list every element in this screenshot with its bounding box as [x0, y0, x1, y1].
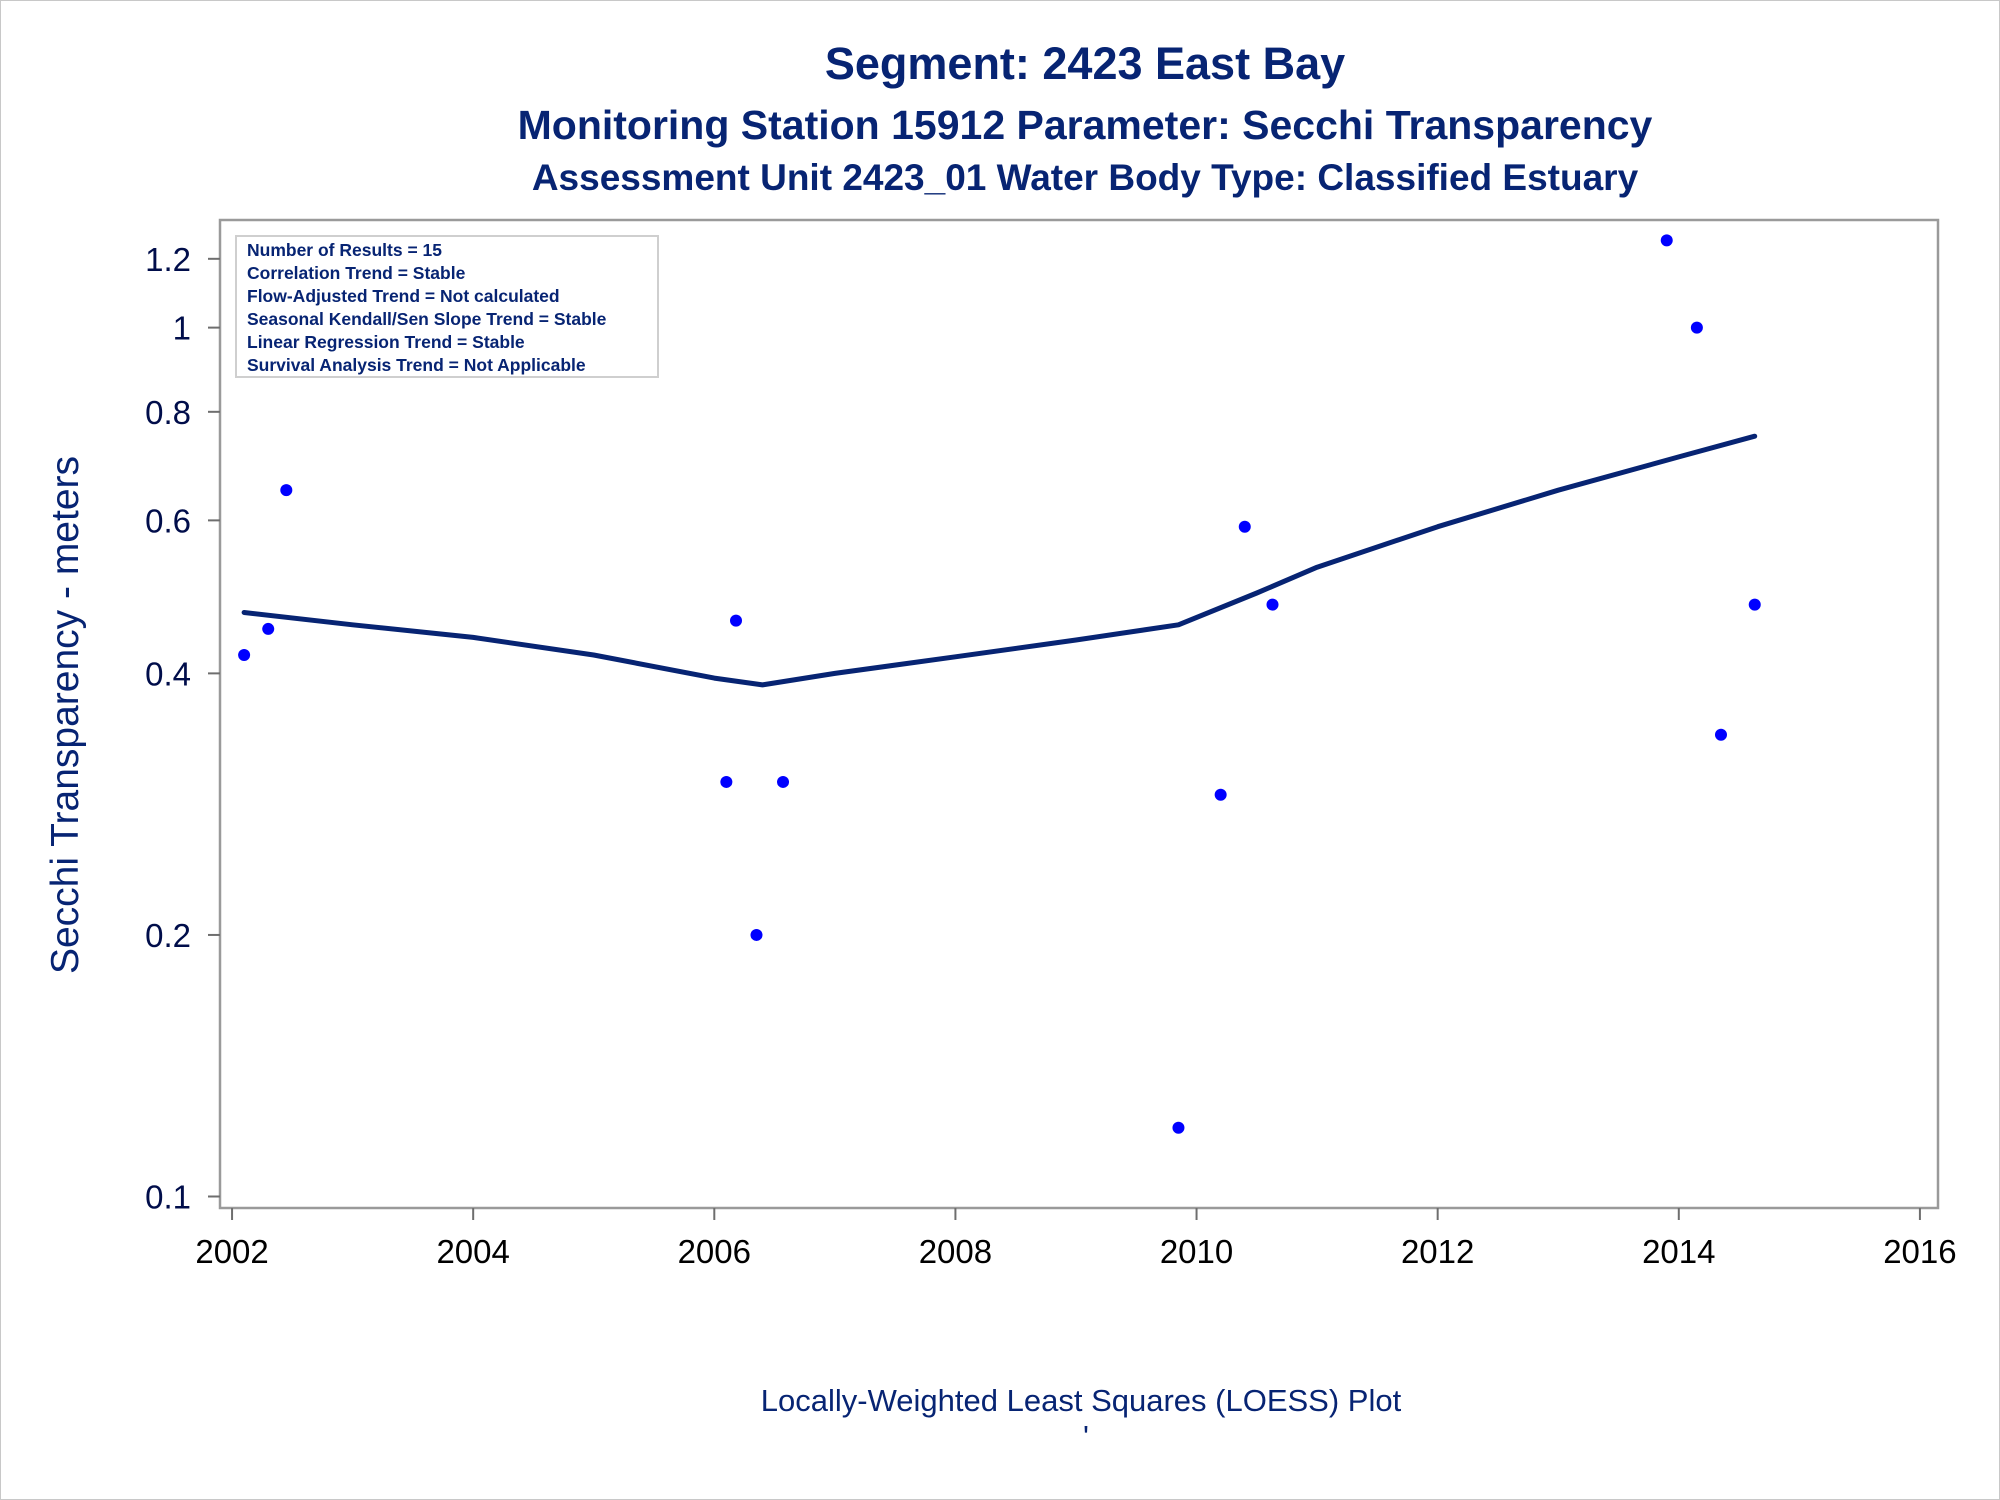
chart-title: Segment: 2423 East Bay: [825, 38, 1345, 89]
chart-subtitle: Monitoring Station 15912 Parameter: Secc…: [518, 102, 1653, 148]
x-tick-label: 2016: [1883, 1233, 1956, 1270]
data-point: [238, 648, 251, 661]
y-tick-label: 0.4: [145, 655, 191, 692]
y-tick-label: 0.8: [145, 394, 191, 431]
y-tick-label: 1: [173, 310, 191, 347]
data-point: [280, 484, 293, 497]
trend-summary-box: Number of Results = 15 Correlation Trend…: [235, 235, 659, 378]
x-tick-label: 2010: [1160, 1233, 1233, 1270]
data-point: [1714, 728, 1727, 741]
y-tick-label: 0.6: [145, 502, 191, 539]
data-point: [720, 775, 733, 788]
summary-flow-adjusted-trend: Flow-Adjusted Trend = Not calculated: [247, 286, 560, 306]
chart-subtitle-2: Assessment Unit 2423_01 Water Body Type:…: [532, 157, 1639, 198]
x-tick-label: 2006: [678, 1233, 751, 1270]
data-point: [1266, 598, 1279, 611]
x-tick-label: 2012: [1401, 1233, 1474, 1270]
trend-summary-frame: [235, 235, 659, 378]
x-tick-label: 2014: [1642, 1233, 1715, 1270]
data-point: [777, 775, 790, 788]
chart-footnote: Locally-Weighted Least Squares (LOESS) P…: [761, 1383, 1402, 1418]
data-point: [1660, 234, 1673, 247]
summary-survival-analysis-trend: Survival Analysis Trend = Not Applicable: [247, 355, 586, 375]
y-axis: 0.1 0.2 0.4 0.6 0.8 1 1.2: [145, 241, 220, 1216]
data-point: [1238, 520, 1251, 533]
x-tick-label: 2002: [195, 1233, 268, 1270]
y-tick-label: 0.2: [145, 917, 191, 954]
chart-marks: [238, 234, 1761, 1134]
data-point: [262, 622, 275, 635]
data-point: [1214, 788, 1227, 801]
x-tick-label: 2008: [919, 1233, 992, 1270]
y-axis-title: Secchi Transparency - meters: [44, 456, 87, 974]
loess-trend-line: [241, 433, 1758, 688]
summary-seasonal-kendall-trend: Seasonal Kendall/Sen Slope Trend = Stabl…: [247, 309, 607, 329]
data-point: [750, 928, 763, 941]
data-point: [1172, 1121, 1185, 1134]
x-tick-label: 2004: [436, 1233, 509, 1270]
summary-correlation-trend: Correlation Trend = Stable: [247, 263, 466, 283]
data-point: [1690, 321, 1703, 334]
footnote-mark: ': [1083, 1419, 1089, 1454]
y-tick-label: 1.2: [145, 241, 191, 278]
plot-area: [218, 218, 1940, 1210]
data-point: [1748, 598, 1761, 611]
summary-linear-regression-trend: Linear Regression Trend = Stable: [247, 332, 525, 352]
x-axis: 2002 2004 2006 2008 2010 2012 2014 2016: [195, 1208, 1957, 1270]
data-point: [730, 614, 743, 627]
summary-number-of-results: Number of Results = 15: [247, 240, 442, 260]
y-tick-label: 0.1: [145, 1179, 191, 1216]
